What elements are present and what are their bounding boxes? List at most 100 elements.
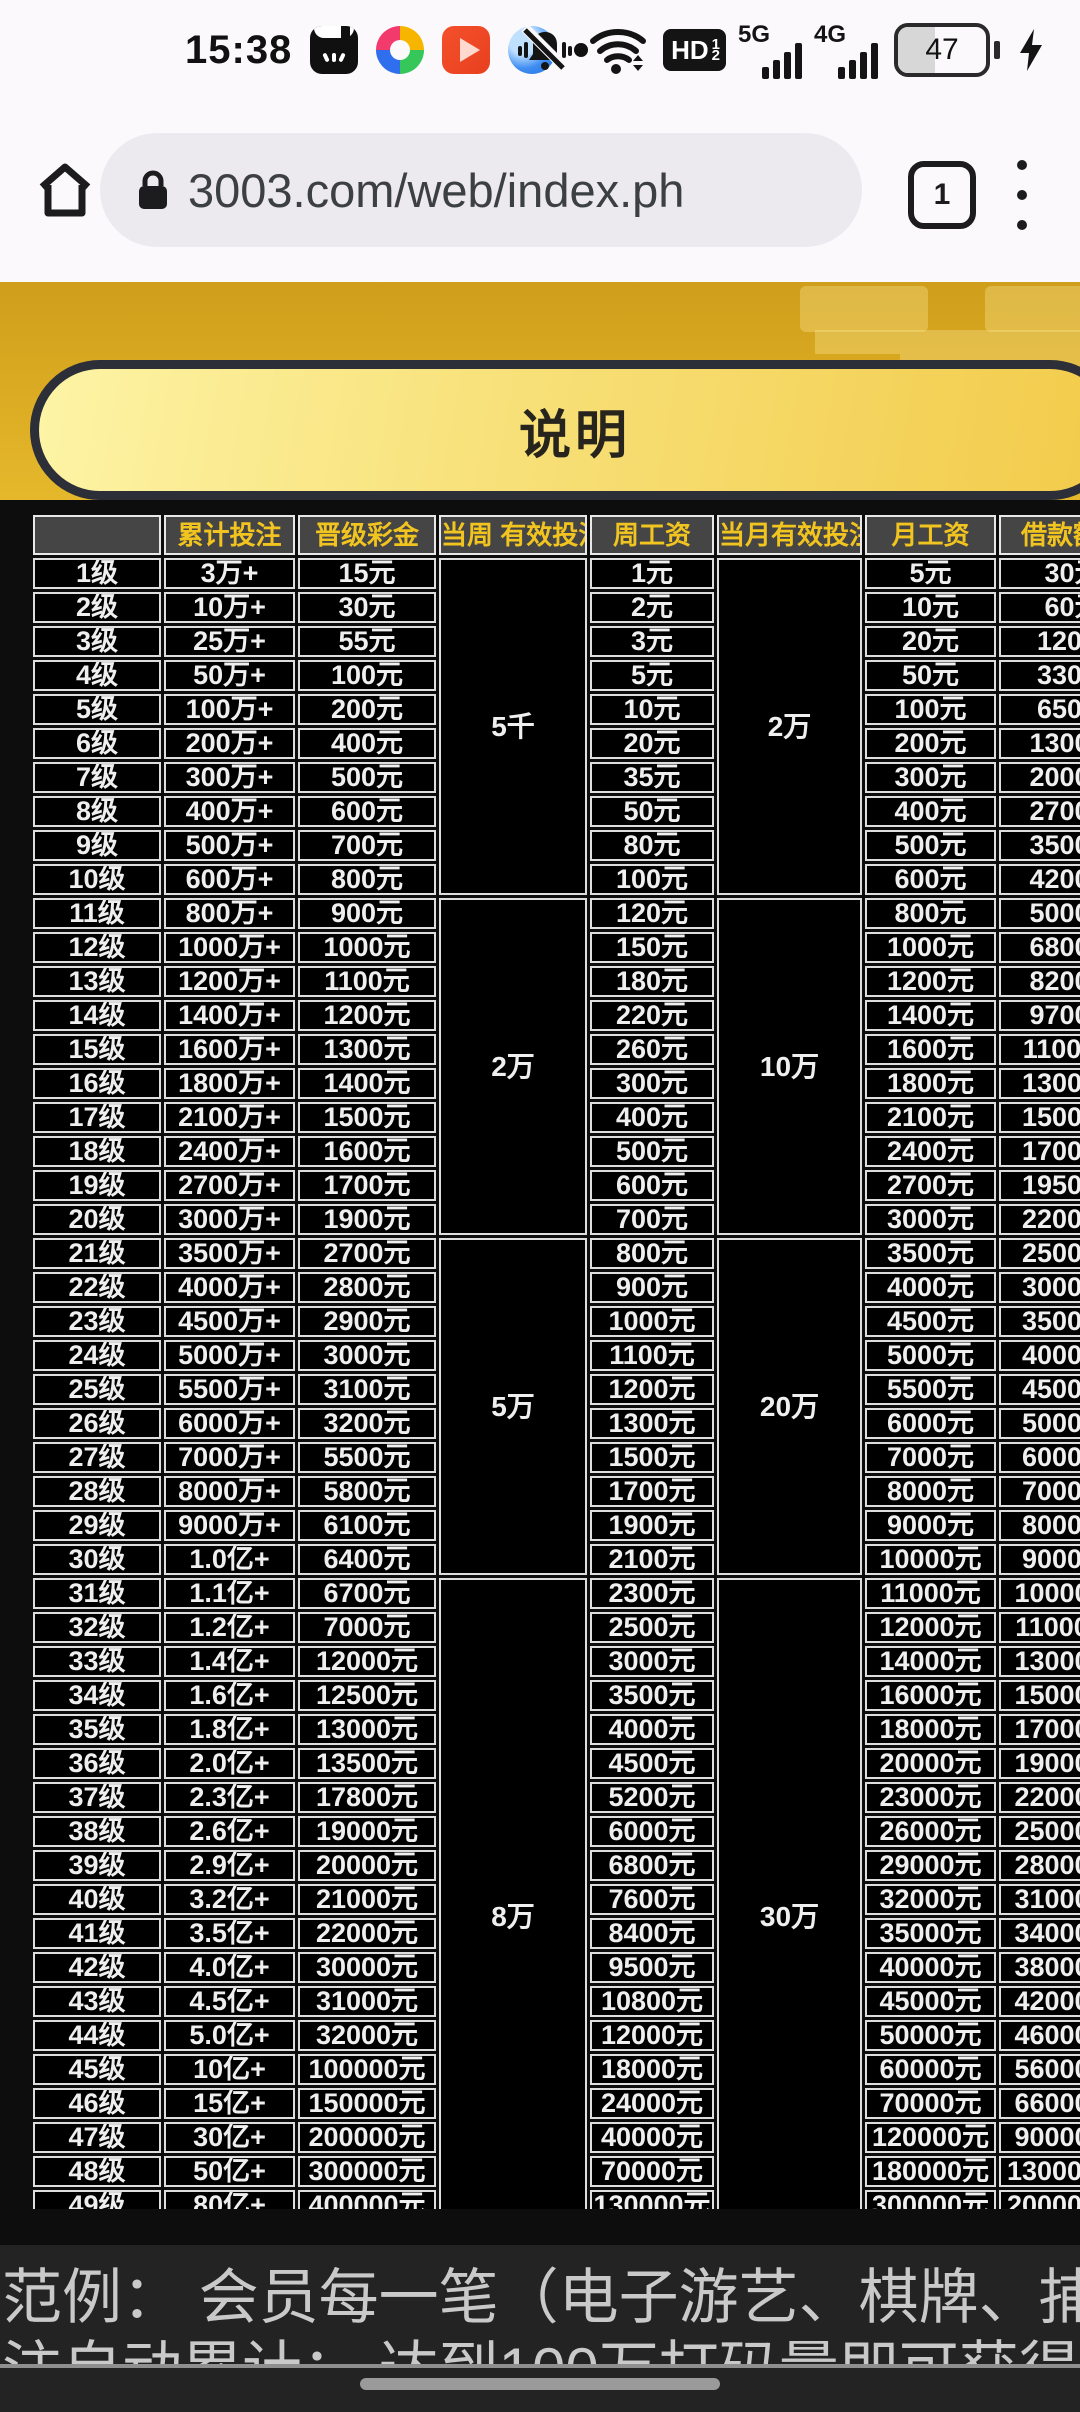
table-cell: 400万+ [164,796,295,827]
table-cell: 220元 [590,1000,714,1031]
table-cell: 40000元 [865,1952,996,1983]
table-cell: 5元 [865,558,996,589]
description-button[interactable]: 说明 [30,360,1080,500]
table-cell: 180元 [590,966,714,997]
table-cell: 17800元 [298,1782,436,1813]
table-cell: 5万 [439,1238,587,1575]
table-cell: 30亿+ [164,2122,295,2153]
table-cell: 2400元 [865,1136,996,1167]
table-cell: 4500元 [865,1306,996,1337]
table-cell: 6800元 [590,1850,714,1881]
bottom-divider [0,2364,1080,2368]
notification-dot-icon [574,43,589,57]
table-cell: 1200元 [590,1374,714,1405]
table-cell: 7000万+ [164,1442,295,1473]
table-cell: 100元 [590,864,714,895]
table-cell: 12000元 [865,1612,996,1643]
table-cell: 900元 [590,1272,714,1303]
pinwheel-app-icon [376,26,425,74]
table-cell: 32000元 [298,2020,436,2051]
table-cell: 45000元 [999,1374,1080,1405]
table-cell: 1900元 [590,1510,714,1541]
table-cell: 200万+ [164,728,295,759]
table-cell: 340000元 [999,1918,1080,1949]
table-cell: 120元 [590,898,714,929]
table-cell: 1.4亿+ [164,1646,295,1677]
table-cell: 1400万+ [164,1000,295,1031]
table-cell: 42级 [33,1952,161,1983]
table-cell: 3100元 [298,1374,436,1405]
table-cell: 20000元 [865,1748,996,1779]
table-cell: 2300元 [590,1578,714,1609]
column-header: 晋级彩金 [298,515,436,555]
table-cell: 200000元 [298,2122,436,2153]
table-cell: 300000元 [298,2156,436,2187]
table-cell: 29级 [33,1510,161,1541]
table-cell: 5500元 [865,1374,996,1405]
table-cell: 39级 [33,1850,161,1881]
table-cell: 2000元 [999,762,1080,793]
tab-switcher-button[interactable]: 1 [908,161,976,229]
table-cell: 8万 [439,1578,587,2209]
table-cell: 20级 [33,1204,161,1235]
table-cell: 17级 [33,1102,161,1133]
gesture-navigation-bar[interactable] [360,2378,720,2390]
signal-4g-icon: 4G [814,21,878,79]
table-cell: 40000元 [999,1340,1080,1371]
table-cell: 560000元 [999,2054,1080,2085]
table-cell: 22000元 [298,1918,436,1949]
lock-icon [139,170,167,209]
table-cell: 2元 [590,592,714,623]
table-cell: 70000元 [590,2156,714,2187]
table-cell: 2级 [33,592,161,623]
table-cell: 1200元 [865,966,996,997]
table-cell: 3000元 [865,1204,996,1235]
table-cell: 600万+ [164,864,295,895]
table-cell: 10000元 [865,1544,996,1575]
table-cell: 30万 [717,1578,862,2209]
table-cell: 4.0亿+ [164,1952,295,1983]
table-cell: 1300元 [590,1408,714,1439]
overflow-menu-button[interactable] [1002,156,1042,234]
table-cell: 80元 [590,830,714,861]
table-cell: 4级 [33,660,161,691]
table-cell: 38级 [33,1816,161,1847]
table-cell: 3500元 [999,830,1080,861]
table-cell: 1400元 [865,1000,996,1031]
url-bar[interactable]: 3003.com/web/index.ph [100,133,862,247]
column-header: 月工资 [865,515,996,555]
table-cell: 48级 [33,2156,161,2187]
table-cell: 44级 [33,2020,161,2051]
table-cell: 2.6亿+ [164,1816,295,1847]
table-cell: 300元 [865,762,996,793]
table-cell: 10级 [33,864,161,895]
table-cell: 25000元 [999,1238,1080,1269]
table-cell: 1500元 [298,1102,436,1133]
table-cell: 400元 [590,1102,714,1133]
table-cell: 60000元 [999,1442,1080,1473]
table-cell: 5000元 [865,1340,996,1371]
table-cell: 100000元 [298,2054,436,2085]
table-cell: 11000元 [999,1034,1080,1065]
battery-nub [994,41,1000,59]
home-button[interactable] [30,140,100,240]
table-cell: 6100元 [298,1510,436,1541]
table-cell: 1200万+ [164,966,295,997]
table-cell: 8000万+ [164,1476,295,1507]
